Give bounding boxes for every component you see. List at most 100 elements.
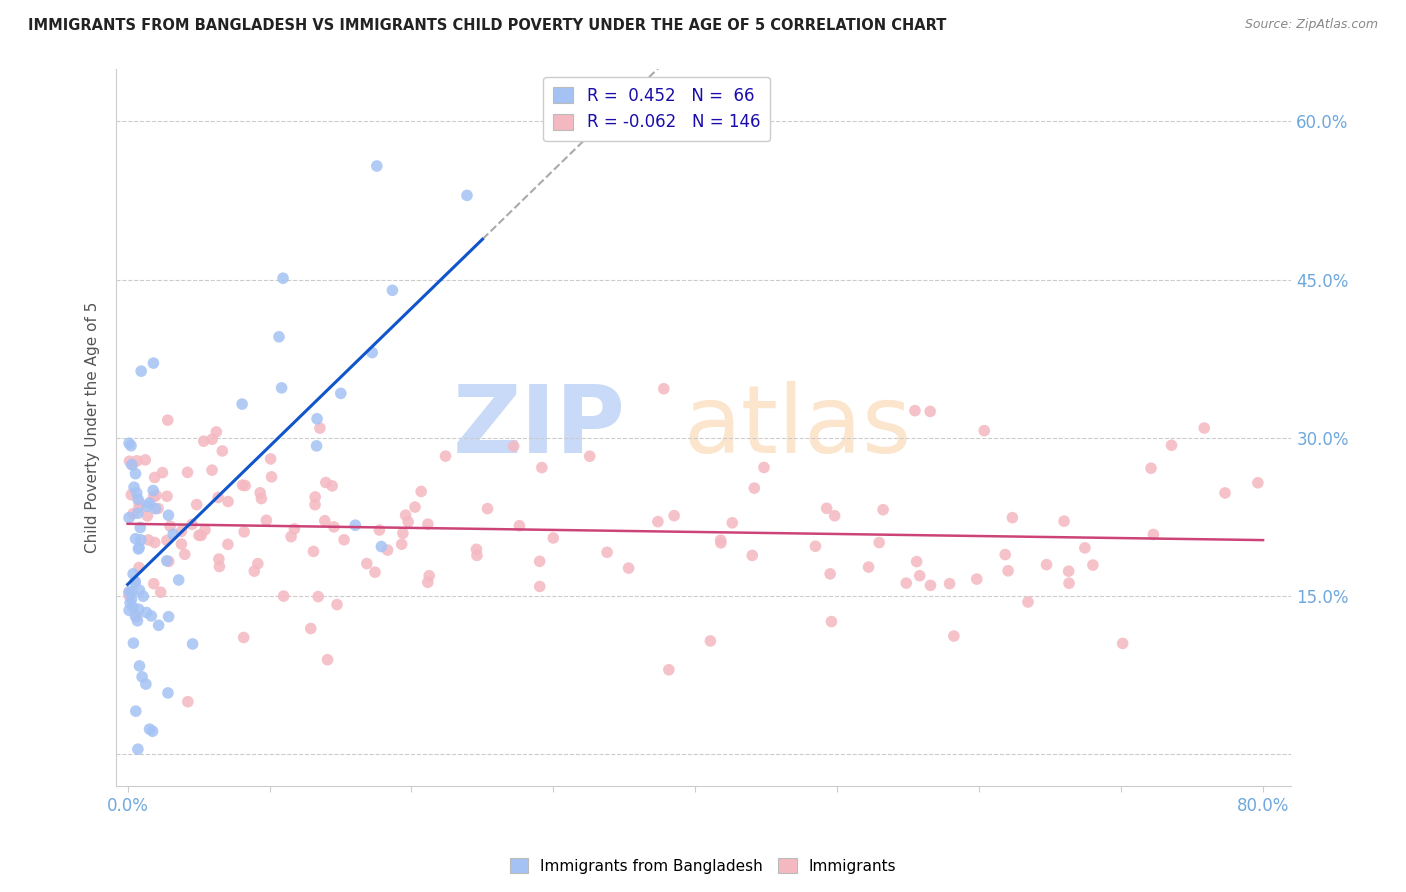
Point bbox=[128, 602, 150, 616]
Point bbox=[710, 533, 733, 548]
Point bbox=[647, 515, 669, 529]
Point bbox=[1074, 541, 1097, 555]
Point bbox=[173, 547, 195, 561]
Point bbox=[124, 575, 146, 590]
Point bbox=[142, 483, 165, 498]
Point bbox=[307, 590, 329, 604]
Point bbox=[122, 566, 145, 581]
Point bbox=[170, 537, 193, 551]
Point bbox=[966, 572, 988, 586]
Point bbox=[205, 425, 228, 439]
Point bbox=[530, 460, 553, 475]
Point bbox=[280, 530, 302, 544]
Point bbox=[908, 568, 931, 582]
Point bbox=[128, 583, 150, 598]
Point bbox=[127, 506, 149, 520]
Point bbox=[246, 557, 269, 571]
Point bbox=[315, 475, 337, 490]
Point bbox=[136, 508, 159, 523]
Point bbox=[994, 548, 1017, 562]
Point bbox=[1017, 595, 1039, 609]
Point bbox=[122, 636, 145, 650]
Point bbox=[121, 585, 143, 599]
Point bbox=[217, 494, 239, 508]
Point bbox=[129, 364, 152, 378]
Point bbox=[233, 524, 256, 539]
Point bbox=[477, 501, 499, 516]
Point bbox=[920, 404, 942, 418]
Point bbox=[1142, 527, 1164, 541]
Point bbox=[232, 478, 254, 492]
Point bbox=[404, 500, 426, 514]
Point bbox=[217, 537, 239, 551]
Point bbox=[148, 618, 170, 632]
Point bbox=[125, 609, 148, 624]
Point bbox=[149, 585, 172, 599]
Point bbox=[1247, 475, 1270, 490]
Point bbox=[122, 507, 145, 521]
Point bbox=[124, 609, 146, 624]
Point bbox=[129, 520, 152, 534]
Point bbox=[138, 496, 160, 510]
Point bbox=[143, 501, 166, 516]
Point bbox=[973, 424, 995, 438]
Point bbox=[129, 533, 152, 547]
Point bbox=[356, 557, 378, 571]
Text: Source: ZipAtlas.com: Source: ZipAtlas.com bbox=[1244, 18, 1378, 31]
Point bbox=[411, 484, 433, 499]
Point bbox=[662, 508, 685, 523]
Point bbox=[128, 541, 150, 555]
Point bbox=[142, 576, 165, 591]
Point bbox=[818, 566, 841, 581]
Point bbox=[364, 565, 387, 579]
Point bbox=[138, 533, 160, 547]
Text: IMMIGRANTS FROM BANGLADESH VS IMMIGRANTS CHILD POVERTY UNDER THE AGE OF 5 CORREL: IMMIGRANTS FROM BANGLADESH VS IMMIGRANTS… bbox=[28, 18, 946, 33]
Legend: Immigrants from Bangladesh, Immigrants: Immigrants from Bangladesh, Immigrants bbox=[503, 852, 903, 880]
Point bbox=[858, 560, 880, 574]
Point bbox=[997, 564, 1019, 578]
Point bbox=[122, 480, 145, 494]
Point bbox=[156, 554, 179, 568]
Point bbox=[201, 463, 224, 477]
Point bbox=[127, 492, 149, 507]
Point bbox=[370, 540, 392, 554]
Point bbox=[132, 589, 155, 603]
Point bbox=[305, 439, 328, 453]
Point bbox=[134, 453, 156, 467]
Point bbox=[118, 584, 141, 599]
Point bbox=[744, 481, 766, 495]
Point bbox=[162, 527, 184, 541]
Point bbox=[1213, 486, 1236, 500]
Point bbox=[177, 695, 200, 709]
Point bbox=[396, 515, 419, 529]
Point bbox=[617, 561, 640, 575]
Point bbox=[658, 663, 681, 677]
Point bbox=[824, 508, 846, 523]
Point bbox=[121, 592, 143, 607]
Point bbox=[120, 596, 142, 610]
Point bbox=[249, 485, 271, 500]
Point bbox=[120, 488, 142, 502]
Point bbox=[456, 188, 478, 202]
Point bbox=[118, 586, 141, 600]
Point bbox=[323, 520, 346, 534]
Point bbox=[157, 554, 180, 568]
Point bbox=[752, 460, 775, 475]
Point bbox=[741, 549, 763, 563]
Point bbox=[326, 598, 349, 612]
Point bbox=[207, 491, 229, 505]
Point bbox=[157, 508, 180, 523]
Point bbox=[142, 356, 165, 370]
Point bbox=[905, 555, 928, 569]
Point bbox=[135, 677, 157, 691]
Point bbox=[710, 536, 733, 550]
Point bbox=[121, 458, 143, 472]
Point bbox=[118, 454, 141, 468]
Point bbox=[136, 500, 159, 514]
Point bbox=[124, 532, 146, 546]
Point bbox=[211, 444, 233, 458]
Point bbox=[391, 537, 413, 551]
Point bbox=[273, 589, 295, 603]
Point bbox=[181, 517, 204, 532]
Point bbox=[267, 330, 290, 344]
